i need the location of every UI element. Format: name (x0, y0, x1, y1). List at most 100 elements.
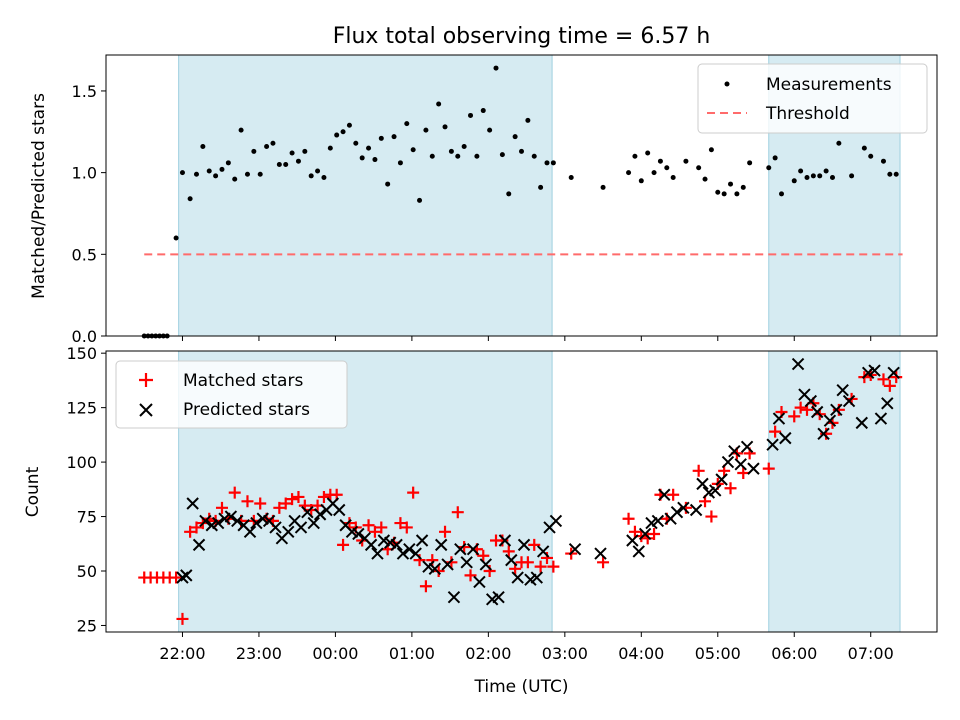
measurement-point (683, 158, 689, 164)
measurement-point (747, 160, 753, 166)
predicted-star-point (333, 503, 346, 517)
measurement-point (244, 171, 250, 177)
x-tick-label: 22:00 (159, 644, 205, 663)
measurement-point (397, 160, 403, 166)
bottom-axes-frame (105, 350, 938, 633)
predicted-star-point (403, 543, 416, 556)
measurement-point (436, 101, 442, 107)
measurement-point (804, 175, 810, 181)
predicted-star-point (677, 501, 690, 515)
matched-star-point (279, 497, 292, 510)
matched-star-point (407, 486, 420, 499)
x-tick-label: 06:00 (771, 644, 817, 663)
measurement-point (550, 160, 556, 166)
measurement-point (219, 166, 225, 172)
matched-star-point (769, 425, 782, 438)
measurement-point (179, 170, 185, 176)
matched-star-point (724, 482, 737, 495)
measurement-point (817, 173, 823, 179)
matched-star-point (458, 541, 471, 554)
matched-star-point (762, 462, 775, 475)
measurement-point (276, 161, 282, 167)
predicted-star-point (549, 514, 563, 528)
predicted-star-point (447, 590, 461, 604)
predicted-star-point (211, 516, 225, 530)
measurement-point (791, 178, 797, 184)
predicted-star-point (294, 521, 308, 534)
measurement-point (461, 143, 467, 149)
measurement-point (468, 112, 474, 118)
measurement-point (315, 168, 321, 174)
predicted-star-point (530, 571, 544, 584)
measurement-point (779, 191, 785, 197)
measurement-point (308, 173, 314, 179)
measurement-point (346, 122, 352, 128)
predicted-star-point (594, 547, 607, 560)
predicted-star-point (696, 477, 709, 491)
bottom-legend-box (115, 360, 348, 429)
matched-star-point (368, 525, 381, 538)
predicted-star-point (791, 357, 805, 371)
matched-star-point (877, 373, 890, 386)
matched-star-point (241, 495, 254, 508)
measurement-point (455, 153, 461, 159)
y-tick-label: 150 (66, 344, 97, 363)
predicted-star-point (250, 516, 263, 530)
measurement-point (810, 173, 816, 179)
x-tick-label: 07:00 (848, 644, 894, 663)
predicted-star-point (772, 412, 786, 425)
measurement-point (429, 153, 435, 159)
predicted-star-point (804, 394, 818, 408)
measurement-point (359, 155, 365, 161)
measurement-point (193, 171, 199, 177)
predicted-star-point (766, 438, 779, 451)
measurement-point (823, 168, 829, 174)
measurement-point (493, 65, 499, 71)
predicted-star-point (473, 575, 486, 589)
observing-window (768, 351, 901, 632)
matched-star-point (692, 464, 705, 477)
matched-star-point (496, 534, 509, 547)
predicted-star-point (689, 503, 703, 517)
measurement-point (289, 150, 295, 156)
bottom-axis-ticks: 25 50 75 100 125 150 22:00 23:00 00:00 01:00 02:00… (66, 344, 893, 663)
matched-star-point (375, 521, 388, 534)
x-tick-label: 01:00 (389, 644, 435, 663)
y-tick-label: 25 (77, 616, 97, 635)
matched-star-point (502, 545, 515, 558)
predicted-star-point (709, 484, 722, 497)
y-tick-label: 1.0 (72, 164, 97, 183)
measurement-point (173, 235, 179, 241)
predicted-star-point (466, 543, 480, 556)
matched-star-point (667, 488, 680, 501)
measurement-point (417, 197, 423, 203)
measurement-point (670, 175, 676, 181)
predicted-star-point (670, 505, 684, 519)
measurement-point (734, 191, 740, 197)
matched-star-point (292, 490, 305, 503)
measurement-point (334, 132, 340, 138)
measurement-point (766, 165, 772, 171)
matched-star-point (445, 556, 458, 569)
measurement-point (664, 165, 670, 171)
matched-star-point (788, 410, 801, 423)
predicted-star-point (415, 534, 429, 547)
matched-stars-legend-label: Matched stars (183, 371, 303, 391)
measurement-point (632, 153, 638, 159)
measurement-point (302, 148, 308, 154)
predicted-star-point (568, 543, 582, 556)
matched-star-point (228, 486, 241, 499)
matched-star-point (215, 501, 228, 514)
measurement-point (423, 127, 429, 133)
measurement-point (887, 171, 893, 177)
y-tick-label: 50 (77, 562, 97, 581)
predicted-star-point (632, 545, 645, 558)
measurement-point (531, 153, 537, 159)
matched-star-point (464, 569, 477, 582)
predicted-star-point (874, 412, 888, 425)
measurement-point (251, 148, 257, 154)
measurement-point (391, 134, 397, 140)
matched-star-point (286, 493, 299, 506)
matched-star-point (528, 538, 541, 551)
predicted-star-point (301, 505, 314, 519)
